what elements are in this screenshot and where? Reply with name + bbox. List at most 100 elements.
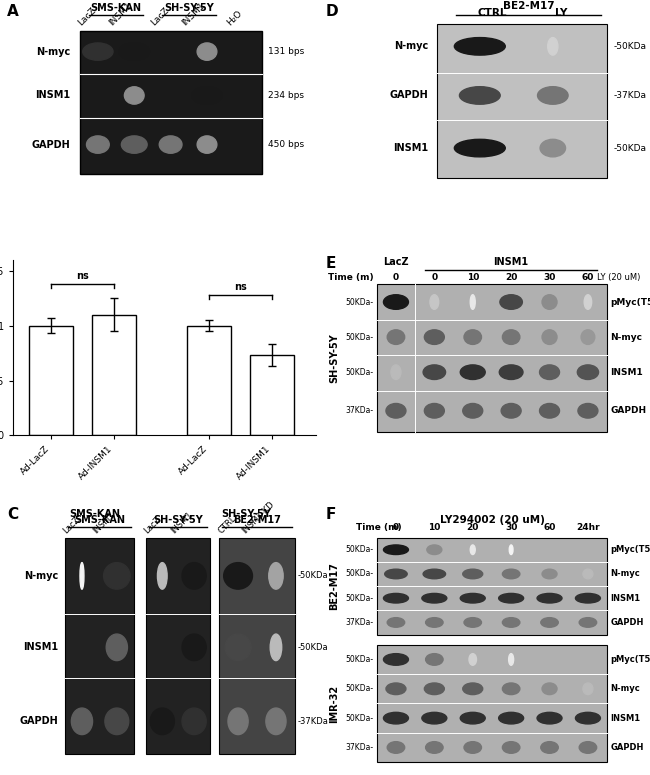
Text: CTRL: CTRL [477, 9, 507, 19]
Text: LacZ: LacZ [142, 515, 162, 535]
Ellipse shape [424, 330, 445, 344]
Ellipse shape [499, 594, 524, 603]
Text: 450 bps: 450 bps [268, 140, 304, 149]
Text: pMyc(T58): pMyc(T58) [610, 655, 650, 664]
Ellipse shape [386, 404, 406, 418]
Text: N-myc: N-myc [610, 332, 642, 342]
Ellipse shape [463, 683, 483, 694]
Ellipse shape [460, 594, 485, 603]
Ellipse shape [584, 294, 592, 309]
Text: INSM1: INSM1 [23, 642, 58, 653]
Text: ns: ns [234, 282, 247, 291]
Text: A: A [7, 4, 19, 19]
Text: 50KDa-: 50KDa- [346, 332, 374, 342]
Text: D: D [325, 4, 338, 19]
Ellipse shape [542, 683, 557, 694]
Ellipse shape [426, 618, 443, 627]
Text: SMS-KAN: SMS-KAN [90, 3, 142, 13]
Text: INSM1: INSM1 [36, 91, 71, 101]
Ellipse shape [157, 563, 167, 589]
Ellipse shape [502, 569, 520, 579]
Ellipse shape [86, 136, 109, 153]
Ellipse shape [541, 618, 558, 627]
Ellipse shape [537, 594, 562, 603]
Text: 30: 30 [505, 523, 517, 532]
Ellipse shape [460, 712, 485, 724]
Text: C: C [7, 507, 18, 522]
Ellipse shape [197, 136, 217, 153]
Ellipse shape [426, 742, 443, 753]
Ellipse shape [501, 404, 521, 418]
Ellipse shape [72, 708, 92, 735]
Ellipse shape [391, 365, 401, 380]
FancyBboxPatch shape [377, 645, 607, 762]
Bar [29, 326, 73, 436]
Text: Time (m): Time (m) [328, 273, 374, 282]
Text: INSM1: INSM1 [610, 594, 640, 603]
Text: -50KDa: -50KDa [613, 143, 646, 153]
Ellipse shape [509, 653, 514, 665]
Text: 50KDa-: 50KDa- [346, 367, 374, 377]
Ellipse shape [225, 634, 251, 660]
Ellipse shape [422, 594, 447, 603]
FancyBboxPatch shape [377, 284, 607, 432]
Text: 30: 30 [543, 273, 556, 282]
Bar [187, 326, 231, 436]
Ellipse shape [80, 563, 84, 589]
Text: -50KDa: -50KDa [298, 642, 328, 652]
Text: 50KDa-: 50KDa- [346, 714, 374, 722]
Text: ns: ns [76, 270, 89, 281]
Text: BE2-M17: BE2-M17 [330, 562, 339, 610]
Text: 131 bps: 131 bps [268, 47, 304, 56]
Ellipse shape [387, 742, 405, 753]
Text: 10: 10 [428, 523, 441, 532]
Ellipse shape [424, 683, 445, 694]
Text: N-myc: N-myc [394, 41, 428, 51]
Text: SH-SY-5Y: SH-SY-5Y [153, 515, 203, 525]
FancyBboxPatch shape [64, 538, 135, 755]
Ellipse shape [548, 37, 558, 55]
Text: INSM1: INSM1 [610, 367, 643, 377]
Ellipse shape [384, 653, 408, 665]
Ellipse shape [384, 712, 408, 724]
Ellipse shape [427, 545, 442, 555]
Text: GAPDH: GAPDH [610, 743, 643, 752]
Text: BE2-M17: BE2-M17 [502, 2, 554, 12]
Text: LacZ: LacZ [76, 5, 98, 27]
Text: 37KDa-: 37KDa- [346, 618, 374, 627]
Ellipse shape [502, 742, 520, 753]
Text: 50KDa-: 50KDa- [346, 594, 374, 603]
Text: N-myc: N-myc [36, 46, 71, 57]
Ellipse shape [460, 87, 500, 104]
Ellipse shape [540, 365, 560, 380]
Text: LY: LY [556, 9, 568, 19]
Text: 50KDa-: 50KDa- [346, 298, 374, 307]
Text: INSM1: INSM1 [393, 143, 428, 153]
Ellipse shape [192, 87, 222, 104]
Text: 50KDa-: 50KDa- [346, 684, 374, 694]
Text: INSM1-KD: INSM1-KD [240, 499, 276, 535]
FancyBboxPatch shape [377, 538, 607, 635]
Text: 50KDa-: 50KDa- [346, 546, 374, 554]
Ellipse shape [387, 618, 405, 627]
Text: CTRL: CTRL [216, 514, 238, 535]
Ellipse shape [540, 404, 560, 418]
Ellipse shape [122, 136, 147, 153]
Text: -50KDa: -50KDa [613, 42, 646, 51]
Ellipse shape [502, 618, 520, 627]
Text: 24hr: 24hr [576, 523, 600, 532]
Text: 60: 60 [582, 273, 594, 282]
Ellipse shape [469, 653, 476, 665]
Text: INSM1: INSM1 [493, 257, 528, 267]
Ellipse shape [106, 634, 127, 660]
Text: 37KDa-: 37KDa- [346, 406, 374, 415]
Ellipse shape [454, 140, 505, 157]
Text: N-myc: N-myc [24, 571, 58, 581]
Ellipse shape [575, 594, 601, 603]
Ellipse shape [454, 37, 505, 55]
Text: E: E [325, 257, 335, 271]
Text: GAPDH: GAPDH [389, 91, 428, 101]
Ellipse shape [159, 136, 182, 153]
Ellipse shape [423, 365, 445, 380]
Text: 20: 20 [467, 523, 479, 532]
